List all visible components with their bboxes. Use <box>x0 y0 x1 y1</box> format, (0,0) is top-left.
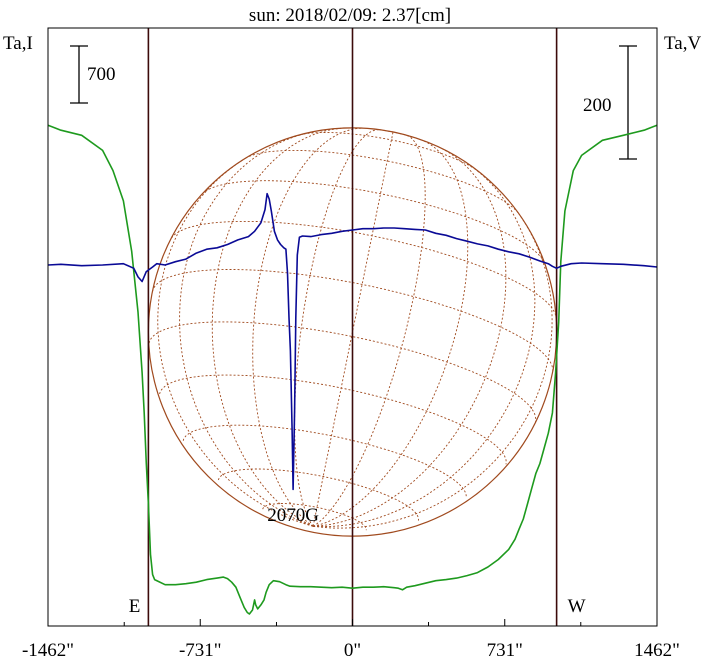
disk-latitude <box>171 220 557 317</box>
disk-latitude <box>299 132 479 172</box>
disk-latitude <box>152 269 554 373</box>
right-scale-bar-label: 200 <box>583 95 612 116</box>
stokes_v-series-line <box>47 192 658 491</box>
x-tick-label: 0" <box>344 640 361 661</box>
right-scale-bar <box>619 45 637 160</box>
disk-meridian <box>313 213 553 529</box>
right-axis-label: Ta,V <box>664 33 701 54</box>
disk-latitude <box>202 180 546 264</box>
disk-meridian <box>211 127 342 527</box>
disk-meridian <box>312 131 394 527</box>
x-tick-label: -1462" <box>22 640 74 661</box>
chart-title: sun: 2018/02/09: 2.37[cm] <box>249 5 451 26</box>
disk-meridian <box>313 148 507 527</box>
chart-annotations: E W 2070G <box>129 505 586 617</box>
left-scale-bar <box>70 45 88 104</box>
disk-latitude <box>159 374 507 465</box>
left-scale-bar-label: 700 <box>87 64 116 85</box>
x-axis-ticks: -1462" -731" 0" 731" 1462" <box>22 619 680 661</box>
disk-latitude <box>245 149 520 214</box>
disk-meridian <box>312 140 469 527</box>
vertical-marker-lines <box>147 28 558 626</box>
disk-meridian <box>294 129 380 527</box>
disk-meridian <box>179 131 314 527</box>
x-tick-label: 1462" <box>634 640 680 661</box>
disk-latitude <box>217 468 419 521</box>
stokes_i-series-line <box>47 124 658 615</box>
disk-meridian <box>157 157 314 527</box>
active-region-label: 2070G <box>267 505 319 526</box>
disk-latitude <box>182 424 467 499</box>
x-tick-label: -731" <box>179 640 222 661</box>
data-series <box>47 124 658 615</box>
disk-latitude <box>148 321 537 422</box>
disk-meridian <box>252 127 362 527</box>
disk-latitude <box>371 128 415 138</box>
disk-latitude <box>262 503 367 531</box>
disk-meridian <box>312 134 426 527</box>
limb-label-west: W <box>568 596 586 617</box>
limb-label-east: E <box>129 596 141 617</box>
disk-meridian <box>313 163 536 528</box>
solar-disk-grid <box>147 127 558 537</box>
x-tick-label: 731" <box>487 640 523 661</box>
left-axis-label: Ta,I <box>3 33 33 54</box>
